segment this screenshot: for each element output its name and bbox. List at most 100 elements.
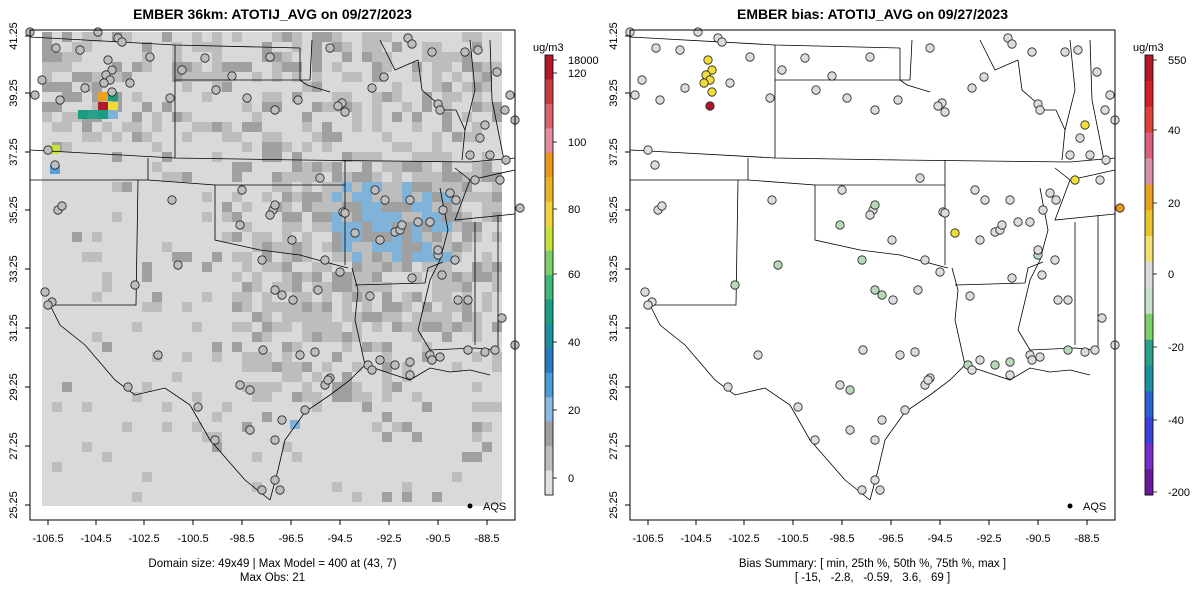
station-marker[interactable] — [675, 45, 685, 55]
station-marker[interactable] — [257, 485, 267, 495]
station-marker[interactable] — [1027, 47, 1037, 57]
station-marker[interactable] — [425, 217, 435, 227]
station-marker[interactable] — [379, 72, 389, 82]
station-marker[interactable] — [965, 291, 975, 301]
station-marker[interactable] — [165, 93, 175, 103]
station-marker[interactable] — [657, 201, 667, 211]
station-marker[interactable] — [888, 295, 898, 305]
station-marker[interactable] — [313, 285, 323, 295]
station-marker[interactable] — [475, 133, 485, 143]
station-marker[interactable] — [405, 357, 415, 367]
station-marker[interactable] — [295, 350, 305, 360]
station-marker[interactable] — [30, 90, 40, 100]
station-marker[interactable] — [1005, 370, 1015, 380]
station-marker[interactable] — [117, 37, 127, 47]
station-marker[interactable] — [325, 43, 335, 53]
station-marker[interactable] — [845, 425, 855, 435]
station-marker[interactable] — [1090, 345, 1100, 355]
station-marker[interactable] — [367, 83, 377, 93]
station-marker[interactable] — [745, 52, 755, 62]
station-marker[interactable] — [865, 210, 875, 220]
station-marker[interactable] — [315, 173, 325, 183]
station-marker[interactable] — [515, 203, 525, 213]
station-marker[interactable] — [980, 195, 990, 205]
station-marker[interactable] — [350, 228, 360, 238]
station-marker[interactable] — [177, 65, 187, 75]
station-marker[interactable] — [40, 287, 50, 297]
station-marker[interactable] — [123, 382, 133, 392]
station-marker[interactable] — [835, 380, 845, 390]
station-marker[interactable] — [99, 78, 109, 88]
station-marker[interactable] — [979, 72, 989, 82]
station-marker[interactable] — [365, 291, 375, 301]
station-marker[interactable] — [242, 93, 252, 103]
station-marker[interactable] — [865, 52, 875, 62]
station-marker[interactable] — [997, 220, 1007, 230]
station-marker[interactable] — [270, 285, 280, 295]
station-marker[interactable] — [167, 195, 177, 205]
station-marker[interactable] — [275, 485, 285, 495]
station-marker[interactable] — [630, 90, 640, 100]
station-marker[interactable] — [451, 195, 461, 205]
station-marker[interactable] — [245, 385, 255, 395]
station-marker[interactable] — [858, 345, 868, 355]
station-marker[interactable] — [145, 52, 155, 62]
station-marker[interactable] — [640, 287, 650, 297]
station-marker[interactable] — [270, 435, 280, 445]
station-marker[interactable] — [465, 150, 475, 160]
station-marker[interactable] — [1005, 195, 1015, 205]
station-marker[interactable] — [375, 235, 385, 245]
station-marker[interactable] — [57, 201, 67, 211]
station-marker[interactable] — [453, 295, 463, 305]
station-marker[interactable] — [397, 220, 407, 230]
station-marker[interactable] — [505, 90, 515, 100]
station-marker[interactable] — [490, 345, 500, 355]
station-marker[interactable] — [777, 65, 787, 75]
station-marker[interactable] — [1027, 355, 1037, 365]
station-marker[interactable] — [237, 185, 247, 195]
station-marker[interactable] — [193, 402, 203, 412]
station-marker[interactable] — [200, 53, 210, 63]
station-marker[interactable] — [1050, 255, 1060, 265]
station-marker[interactable] — [1053, 295, 1063, 305]
station-marker[interactable] — [380, 195, 390, 205]
station-marker[interactable] — [310, 347, 320, 357]
station-marker[interactable] — [935, 267, 945, 277]
station-marker[interactable] — [1005, 357, 1015, 367]
station-marker[interactable] — [707, 87, 717, 97]
station-marker[interactable] — [1065, 150, 1075, 160]
station-marker[interactable] — [753, 350, 763, 360]
station-marker[interactable] — [870, 475, 880, 485]
station-marker[interactable] — [810, 435, 820, 445]
station-marker[interactable] — [1085, 150, 1095, 160]
station-marker[interactable] — [405, 370, 415, 380]
station-marker[interactable] — [975, 235, 985, 245]
station-marker[interactable] — [655, 95, 665, 105]
station-marker[interactable] — [340, 208, 350, 218]
station-marker[interactable] — [1070, 175, 1080, 185]
station-marker[interactable] — [913, 285, 923, 295]
station-marker[interactable] — [335, 267, 345, 277]
station-marker[interactable] — [1101, 155, 1111, 165]
station-marker[interactable] — [1095, 175, 1105, 185]
station-marker[interactable] — [103, 55, 113, 65]
station-marker[interactable] — [723, 382, 733, 392]
station-marker[interactable] — [643, 300, 653, 310]
station-marker[interactable] — [405, 195, 415, 205]
station-marker[interactable] — [893, 95, 903, 105]
station-marker[interactable] — [51, 43, 61, 53]
station-marker[interactable] — [693, 27, 703, 37]
station-marker[interactable] — [650, 160, 660, 170]
station-marker[interactable] — [463, 345, 473, 355]
station-marker[interactable] — [407, 273, 417, 283]
station-marker[interactable] — [320, 255, 330, 265]
station-marker[interactable] — [870, 285, 880, 295]
station-marker[interactable] — [975, 355, 985, 365]
station-marker[interactable] — [43, 145, 53, 155]
station-marker[interactable] — [1100, 105, 1110, 115]
station-marker[interactable] — [323, 375, 333, 385]
station-marker[interactable] — [1075, 133, 1085, 143]
station-marker[interactable] — [270, 105, 280, 115]
station-marker[interactable] — [895, 350, 905, 360]
station-marker[interactable] — [437, 270, 447, 280]
